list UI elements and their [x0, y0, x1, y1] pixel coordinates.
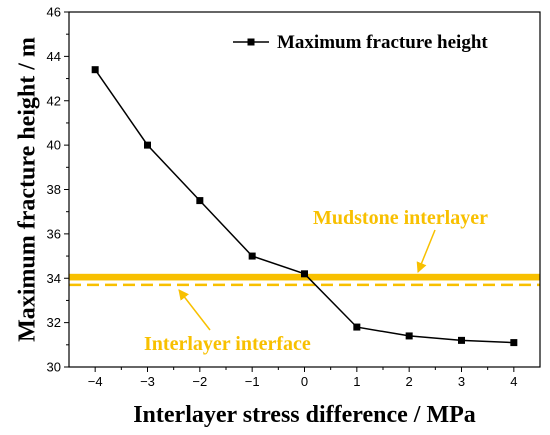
y-tick-label: 46 — [47, 5, 61, 20]
data-point-marker — [301, 270, 308, 278]
y-tick-label: 36 — [47, 226, 61, 241]
y-tick-label: 40 — [47, 138, 61, 153]
x-tick-label: −2 — [192, 374, 207, 389]
data-point-marker — [144, 141, 151, 149]
x-tick-label: 4 — [510, 374, 517, 389]
data-point-marker — [196, 197, 204, 205]
x-tick-label: 3 — [458, 374, 465, 389]
x-tick-label: −1 — [245, 374, 260, 389]
series-layer — [91, 66, 518, 347]
annotation-mudstone-interlayer: Mudstone interlayer — [313, 207, 488, 229]
annotations-layer: Mudstone interlayer Interlayer interface — [144, 207, 488, 355]
legend-label-maximum-fracture-height: Maximum fracture height — [277, 32, 488, 53]
legend-marker-sample — [247, 38, 255, 46]
x-axis-title: Interlayer stress difference / MPa — [133, 402, 476, 428]
data-point-marker — [458, 336, 465, 344]
data-point-marker — [91, 66, 99, 74]
data-point-marker — [248, 252, 256, 260]
x-tick-label: −3 — [140, 374, 155, 389]
y-tick-label: 30 — [47, 360, 61, 375]
data-point-marker — [353, 323, 361, 331]
x-tick-label: 1 — [353, 374, 360, 389]
data-point-marker — [510, 339, 518, 347]
y-tick-label: 32 — [47, 315, 61, 330]
y-tick-label: 42 — [47, 93, 61, 108]
y-tick-label: 34 — [47, 271, 61, 286]
plot-frame — [68, 11, 541, 368]
y-tick-label: 44 — [47, 49, 61, 64]
y-tick-label: 38 — [47, 182, 61, 197]
y-axis-title: Maximum fracture height / m — [14, 37, 40, 342]
annotation-arrow — [416, 229, 436, 273]
plot-border — [68, 11, 541, 368]
legend: Maximum fracture height — [233, 32, 488, 53]
data-point-marker — [405, 332, 413, 340]
x-tick-label: −4 — [88, 374, 103, 389]
annotation-interlayer-interface: Interlayer interface — [144, 333, 311, 355]
annotation-arrow — [178, 289, 211, 331]
x-tick-label: 2 — [406, 374, 413, 389]
x-tick-label: 0 — [301, 374, 308, 389]
